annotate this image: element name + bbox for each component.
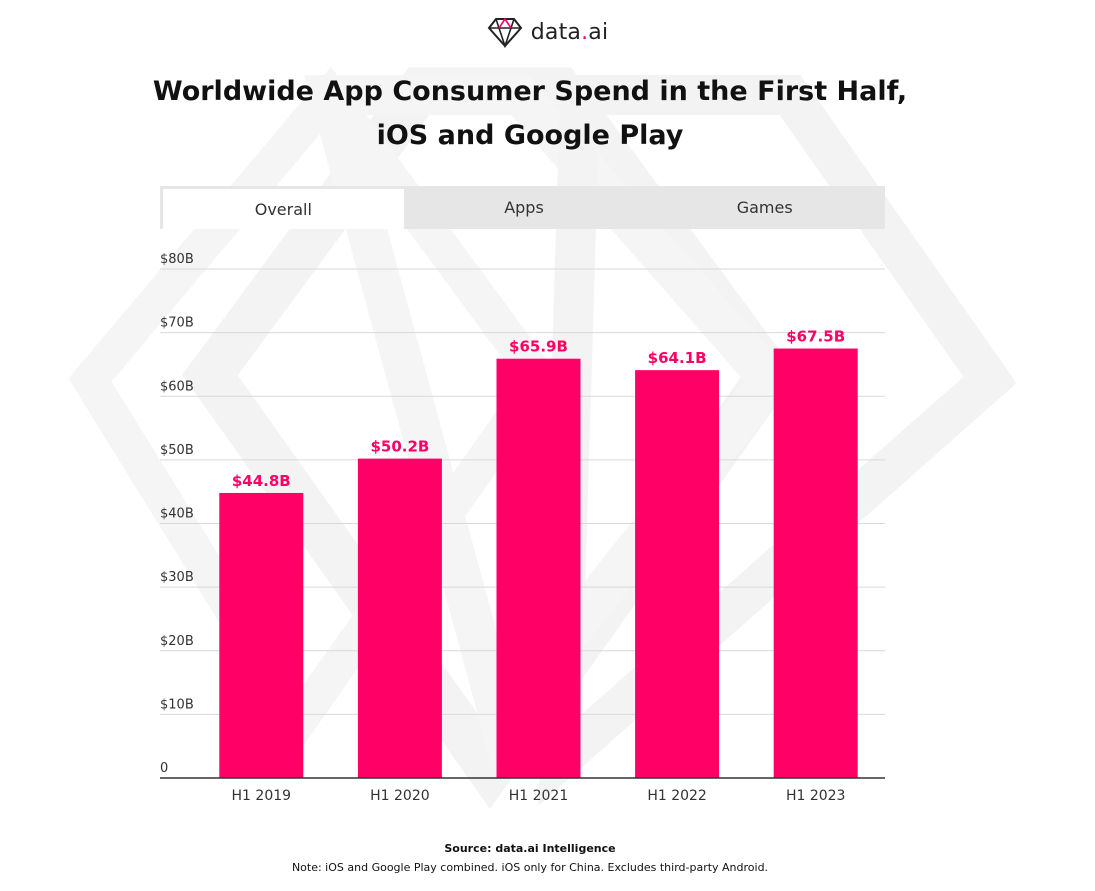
x-tick-label: H1 2023: [786, 788, 846, 804]
bar: [357, 458, 442, 778]
tab-apps[interactable]: Apps: [504, 198, 544, 217]
bar: [635, 370, 720, 778]
y-tick-label: $30B: [160, 570, 194, 585]
bar: [219, 492, 304, 778]
y-tick-label: $20B: [160, 634, 194, 649]
x-tick-label: H1 2022: [647, 788, 707, 804]
tab-bar: Overall Apps Games: [160, 186, 885, 229]
y-tick-label: $50B: [160, 443, 194, 458]
y-tick-label: $80B: [160, 252, 194, 267]
x-tick-label: H1 2020: [370, 788, 430, 804]
y-tick-label: 0: [160, 761, 168, 776]
y-tick-label: $60B: [160, 379, 194, 394]
y-tick-label: $70B: [160, 316, 194, 331]
data-label: $50.2B: [370, 438, 429, 456]
data-label: $65.9B: [509, 338, 568, 356]
brand-logo: data.ai: [0, 16, 1095, 48]
data-label: $64.1B: [648, 349, 707, 367]
chart-title: Worldwide App Consumer Spend in the Firs…: [0, 70, 1060, 158]
x-tick-label: H1 2019: [232, 788, 292, 804]
brand-name: data.ai: [530, 19, 609, 45]
data-label: $67.5B: [786, 328, 845, 346]
title-line-1: Worldwide App Consumer Spend in the Firs…: [152, 76, 908, 107]
tab-overall[interactable]: Overall: [163, 189, 404, 229]
y-tick-label: $40B: [160, 507, 194, 522]
title-line-2: iOS and Google Play: [376, 120, 684, 151]
note-text: Note: iOS and Google Play combined. iOS …: [291, 861, 769, 874]
x-tick-label: H1 2021: [509, 788, 569, 804]
tab-games[interactable]: Games: [736, 198, 793, 217]
data-label: $44.8B: [232, 472, 291, 490]
bar: [773, 348, 858, 778]
diamond-icon: [487, 17, 523, 48]
y-tick-label: $10B: [160, 697, 194, 712]
source-text: Source: data.ai Intelligence: [444, 842, 616, 855]
bar: [496, 358, 581, 778]
